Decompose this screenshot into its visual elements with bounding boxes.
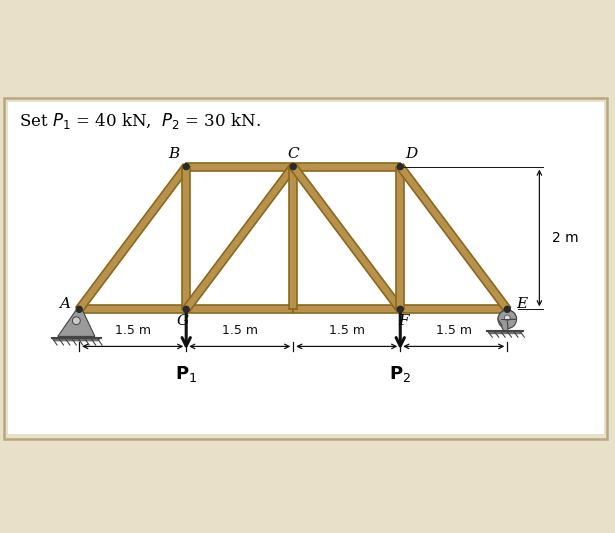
Text: 1.5 m: 1.5 m <box>222 324 258 337</box>
Text: A: A <box>60 296 70 311</box>
Polygon shape <box>289 167 297 309</box>
Circle shape <box>183 306 189 312</box>
Circle shape <box>498 310 517 328</box>
Text: D: D <box>405 148 418 161</box>
Polygon shape <box>498 310 517 332</box>
Text: C: C <box>287 148 299 161</box>
Text: F: F <box>399 314 409 328</box>
Text: 1.5 m: 1.5 m <box>114 324 151 337</box>
FancyBboxPatch shape <box>8 102 603 434</box>
Polygon shape <box>397 164 510 312</box>
Polygon shape <box>396 167 404 309</box>
Text: G: G <box>177 314 189 328</box>
Text: B: B <box>168 148 179 161</box>
Circle shape <box>76 306 82 312</box>
Polygon shape <box>79 305 186 313</box>
Polygon shape <box>293 305 400 313</box>
Text: Set $P_1$ = 40 kN,  $P_2$ = 30 kN.: Set $P_1$ = 40 kN, $P_2$ = 30 kN. <box>18 111 260 131</box>
Polygon shape <box>58 311 95 336</box>
Circle shape <box>504 306 510 312</box>
Text: 1.5 m: 1.5 m <box>436 324 472 337</box>
Circle shape <box>290 164 296 169</box>
Polygon shape <box>400 305 507 313</box>
Circle shape <box>73 317 80 325</box>
Polygon shape <box>76 164 189 312</box>
Circle shape <box>397 164 403 169</box>
Text: $\mathbf{P}_1$: $\mathbf{P}_1$ <box>175 364 197 384</box>
FancyBboxPatch shape <box>4 98 607 439</box>
Circle shape <box>504 315 510 321</box>
Polygon shape <box>186 163 293 171</box>
Text: E: E <box>516 296 527 311</box>
Text: 2 m: 2 m <box>552 231 579 245</box>
Circle shape <box>183 164 189 169</box>
Text: 1.5 m: 1.5 m <box>329 324 365 337</box>
Polygon shape <box>293 163 400 171</box>
Polygon shape <box>183 164 296 312</box>
Polygon shape <box>186 305 293 313</box>
Polygon shape <box>290 164 403 312</box>
Text: $\mathbf{P}_2$: $\mathbf{P}_2$ <box>389 364 411 384</box>
Circle shape <box>397 306 403 312</box>
Polygon shape <box>182 167 190 309</box>
